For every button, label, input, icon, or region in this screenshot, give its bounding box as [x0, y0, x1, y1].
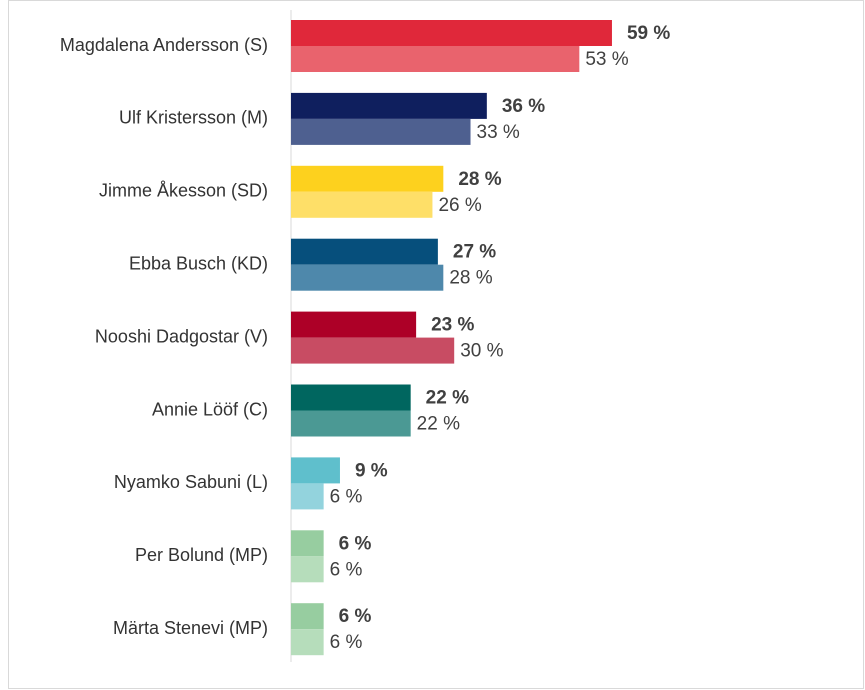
value-label: 27 % — [453, 242, 496, 263]
bar — [291, 46, 580, 72]
bar — [291, 530, 324, 557]
bar — [291, 191, 433, 218]
bar — [291, 629, 324, 656]
category-label: Per Bolund (MP) — [135, 545, 268, 565]
category-label: Ulf Kristersson (M) — [119, 108, 268, 128]
value-label: 30 % — [460, 341, 503, 362]
bar — [291, 165, 444, 192]
bar — [291, 384, 411, 411]
value-label: 6 % — [339, 606, 372, 627]
bar — [291, 337, 455, 364]
bar — [291, 20, 612, 46]
value-label: 6 % — [339, 533, 372, 554]
value-label: 28 % — [449, 268, 492, 289]
bar — [291, 603, 324, 630]
bar — [291, 311, 417, 338]
value-label: 6 % — [330, 632, 363, 653]
value-label: 28 % — [458, 169, 501, 190]
category-label: Nooshi Dadgostar (V) — [95, 326, 268, 346]
value-label: 23 % — [431, 315, 474, 336]
bar — [291, 410, 411, 437]
value-label: 59 % — [627, 23, 670, 44]
category-label: Nyamko Sabuni (L) — [114, 472, 268, 492]
value-label: 22 % — [417, 414, 460, 435]
bar — [291, 118, 471, 145]
bar — [291, 238, 438, 265]
category-label: Ebba Busch (KD) — [129, 253, 268, 273]
value-label: 9 % — [355, 460, 388, 481]
category-label: Jimme Åkesson (SD) — [99, 181, 268, 201]
bar — [291, 457, 340, 484]
value-label: 26 % — [438, 195, 481, 216]
category-label: Märta Stenevi (MP) — [113, 618, 268, 638]
value-label: 6 % — [330, 559, 363, 580]
category-label: Annie Lööf (C) — [152, 399, 268, 419]
value-label: 6 % — [330, 486, 363, 507]
bar — [291, 556, 324, 583]
category-label: Magdalena Andersson (S) — [60, 35, 268, 55]
value-label: 36 % — [502, 96, 545, 117]
value-label: 53 % — [585, 49, 628, 70]
bar — [291, 264, 444, 291]
bar — [291, 483, 324, 510]
value-label: 33 % — [477, 122, 520, 143]
bar — [291, 92, 487, 119]
value-label: 22 % — [426, 388, 469, 409]
